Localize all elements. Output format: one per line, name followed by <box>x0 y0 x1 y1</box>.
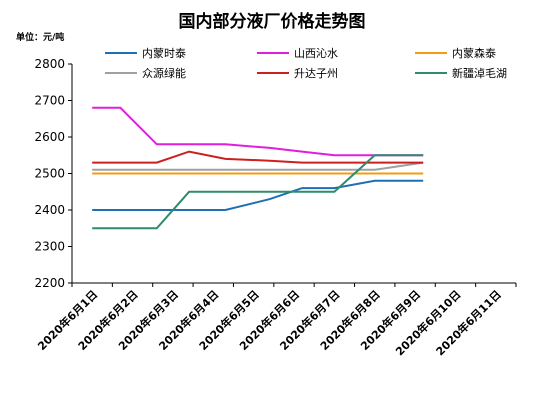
y-tick-label: 2300 <box>34 240 65 254</box>
y-tick-label: 2700 <box>34 94 65 108</box>
legend-label: 新疆淖毛湖 <box>452 66 507 80</box>
legend-label: 众源绿能 <box>142 66 186 80</box>
series-line-5 <box>92 154 424 230</box>
y-tick-label: 2200 <box>34 276 65 290</box>
series-line-3 <box>92 161 424 171</box>
series-layer <box>92 106 424 230</box>
legend-label: 内蒙时泰 <box>142 46 186 60</box>
y-tick-label: 2400 <box>34 203 65 217</box>
y-tick-label: 2600 <box>34 130 65 144</box>
chart-title: 国内部分液厂价格走势图 <box>179 11 366 32</box>
y-tick-label: 2500 <box>34 167 65 181</box>
legend-label: 内蒙森泰 <box>452 46 496 60</box>
y-tick-label: 2800 <box>34 57 65 71</box>
series-line-0 <box>92 179 424 211</box>
legend-label: 升达子州 <box>294 67 338 80</box>
legend-label: 山西沁水 <box>294 47 338 60</box>
unit-label: 单位：元/吨 <box>16 31 64 43</box>
series-line-4 <box>92 150 424 164</box>
series-line-1 <box>92 106 424 157</box>
